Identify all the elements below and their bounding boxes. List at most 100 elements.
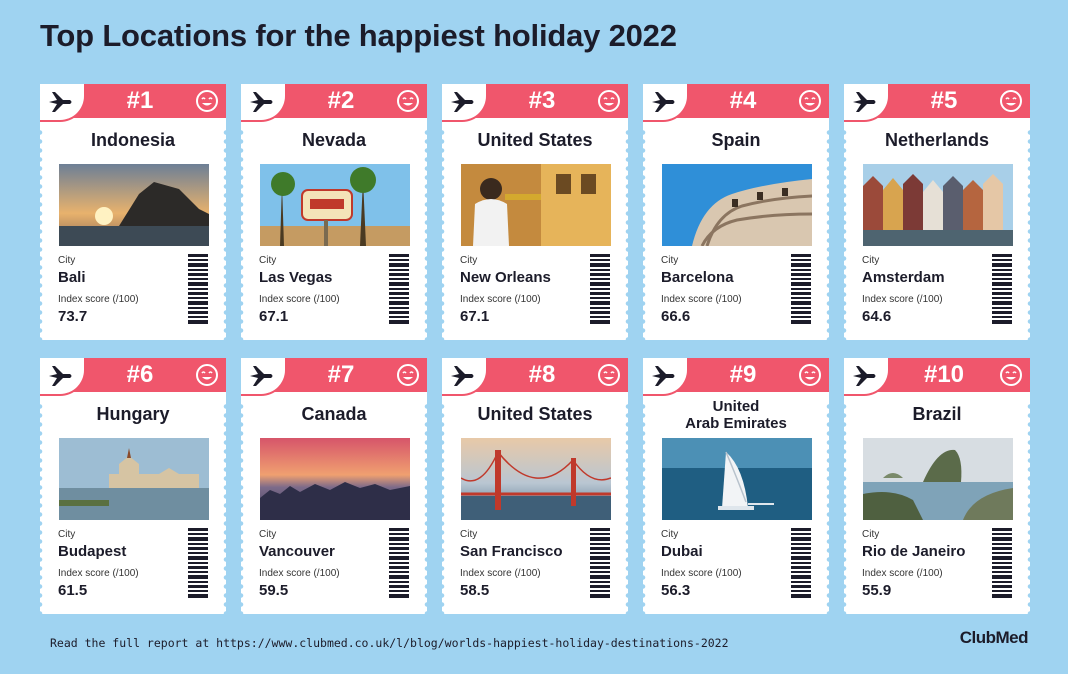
plane-icon <box>250 92 273 112</box>
country-name: Canada <box>301 404 367 424</box>
barcode-icon <box>992 528 1012 598</box>
city-label: City <box>460 529 478 540</box>
plane-icon <box>853 366 876 386</box>
index-score-label: Index score (/100) <box>460 294 541 305</box>
location-card: #8 United States City San Francisco Inde… <box>442 358 628 614</box>
city-name: Amsterdam <box>862 269 945 286</box>
brand-logo: ClubMed <box>959 628 1029 647</box>
index-score-label: Index score (/100) <box>259 568 340 579</box>
smiley-icon <box>1000 364 1022 386</box>
index-score-label: Index score (/100) <box>259 294 340 305</box>
location-card: #10 Brazil City Rio de Janeiro Index sco… <box>844 358 1030 614</box>
index-score-value: 67.1 <box>460 308 490 325</box>
destination-photo <box>662 164 812 246</box>
page-title: Top Locations for the happiest holiday 2… <box>40 18 677 53</box>
report-link-text[interactable]: Read the full report at https://www.club… <box>50 636 729 650</box>
plane-icon <box>49 92 72 112</box>
city-label: City <box>862 529 880 540</box>
city-name: Las Vegas <box>259 269 333 286</box>
city-name: Barcelona <box>661 269 734 286</box>
country-name: United States <box>477 130 593 150</box>
destination-photo <box>662 438 812 520</box>
country-name: Indonesia <box>90 130 175 150</box>
plane-icon <box>49 366 72 386</box>
country-name: United Arab Emirates <box>643 398 829 432</box>
city-name: Dubai <box>661 543 703 560</box>
barcode-icon <box>992 254 1012 324</box>
index-score-value: 55.9 <box>862 582 892 599</box>
country-name: United States <box>477 404 593 424</box>
location-card: #2 Nevada City Las Vegas Index score (/1… <box>241 84 427 340</box>
barcode-icon <box>791 528 811 598</box>
ticket-stub <box>241 358 287 396</box>
destination-photo <box>59 164 209 246</box>
smiley-icon <box>799 364 821 386</box>
ticket-grid: #1 Indonesia City Bali Index score (/100… <box>40 84 1030 614</box>
smiley-icon <box>397 90 419 112</box>
plane-icon <box>853 92 876 112</box>
rank-label: #3 <box>528 87 556 114</box>
city-label: City <box>58 255 76 266</box>
city-name: San Francisco <box>460 543 563 560</box>
barcode-icon <box>791 254 811 324</box>
city-name: New Orleans <box>460 269 551 286</box>
barcode-icon <box>590 528 610 598</box>
index-score-label: Index score (/100) <box>460 568 541 579</box>
plane-icon <box>652 366 675 386</box>
plane-icon <box>250 366 273 386</box>
index-score-label: Index score (/100) <box>862 568 943 579</box>
destination-photo <box>260 438 410 520</box>
destination-photo <box>461 438 611 520</box>
barcode-icon <box>590 254 610 324</box>
index-score-value: 67.1 <box>259 308 289 325</box>
location-card: #7 Canada City Vancouver Index score (/1… <box>241 358 427 614</box>
index-score-value: 61.5 <box>58 582 88 599</box>
city-label: City <box>259 255 277 266</box>
rank-label: #9 <box>729 361 757 388</box>
city-label: City <box>259 529 277 540</box>
smiley-icon <box>598 90 620 112</box>
index-score-label: Index score (/100) <box>862 294 943 305</box>
rank-label: #1 <box>126 87 154 114</box>
plane-icon <box>652 92 675 112</box>
city-label: City <box>661 529 679 540</box>
rank-label: #6 <box>126 361 154 388</box>
destination-photo <box>59 438 209 520</box>
smiley-icon <box>196 364 218 386</box>
rank-label: #2 <box>327 87 355 114</box>
index-score-value: 64.6 <box>862 308 892 325</box>
smiley-icon <box>196 90 218 112</box>
country-name: Brazil <box>912 404 962 424</box>
barcode-icon <box>188 254 208 324</box>
smiley-icon <box>598 364 620 386</box>
index-score-value: 66.6 <box>661 308 691 325</box>
city-name: Vancouver <box>259 543 335 560</box>
index-score-label: Index score (/100) <box>661 568 742 579</box>
index-score-value: 59.5 <box>259 582 289 599</box>
location-card: #9 United Arab Emirates City Dubai Index… <box>643 358 829 614</box>
index-score-label: Index score (/100) <box>58 568 139 579</box>
rank-label: #5 <box>930 87 958 114</box>
barcode-icon <box>389 528 409 598</box>
city-label: City <box>460 255 478 266</box>
destination-photo <box>461 164 611 246</box>
smiley-icon <box>1000 90 1022 112</box>
rank-label: #4 <box>729 87 757 114</box>
destination-photo <box>260 164 410 246</box>
country-name: Hungary <box>96 404 170 424</box>
country-name: Spain <box>711 130 761 150</box>
index-score-label: Index score (/100) <box>661 294 742 305</box>
index-score-value: 73.7 <box>58 308 88 325</box>
location-card: #3 United States City New Orleans Index … <box>442 84 628 340</box>
plane-icon <box>451 366 474 386</box>
index-score-value: 58.5 <box>460 582 490 599</box>
city-label: City <box>661 255 679 266</box>
plane-icon <box>451 92 474 112</box>
city-label: City <box>58 529 76 540</box>
rank-label: #7 <box>327 361 355 388</box>
city-name: Bali <box>58 269 86 286</box>
country-name: Nevada <box>301 130 367 150</box>
smiley-icon <box>799 90 821 112</box>
country-name: Netherlands <box>884 130 990 150</box>
location-card: #6 Hungary City Budapest Index score (/1… <box>40 358 226 614</box>
